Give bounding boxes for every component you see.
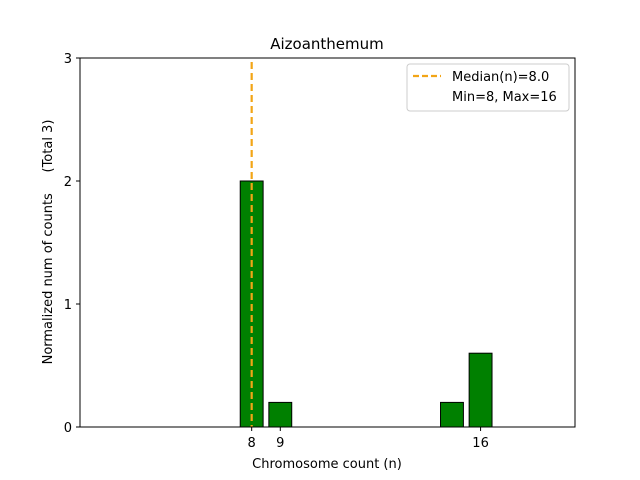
x-tick-label: 8 (248, 436, 256, 451)
y-tick-label: 2 (64, 175, 72, 190)
x-axis-label: Chromosome count (n) (252, 457, 402, 472)
bars-layer (239, 180, 493, 428)
y-tick-label: 3 (64, 52, 72, 67)
x-ticks: 8 9 16 (248, 427, 489, 451)
chart-title: Aizoanthemum (270, 35, 384, 53)
x-tick-label: 16 (472, 436, 489, 451)
plot-frame (79, 57, 576, 428)
bar-2 (440, 401, 464, 428)
y-ticks: 0 1 2 3 (64, 52, 80, 436)
bar-3 (468, 352, 493, 428)
legend-box (406, 63, 570, 112)
legend-entry-median: Median(n)=8.0 (452, 70, 549, 85)
y-axis-label: Normalized num of counts (Total 3) (41, 120, 56, 365)
x-tick-label: 9 (276, 436, 284, 451)
y-tick-label: 0 (64, 421, 72, 436)
legend: Median(n)=8.0 Min=8, Max=16 (406, 63, 570, 112)
legend-entry-range: Min=8, Max=16 (452, 90, 557, 105)
bar-1 (268, 401, 293, 428)
y-tick-label: 1 (64, 298, 72, 313)
